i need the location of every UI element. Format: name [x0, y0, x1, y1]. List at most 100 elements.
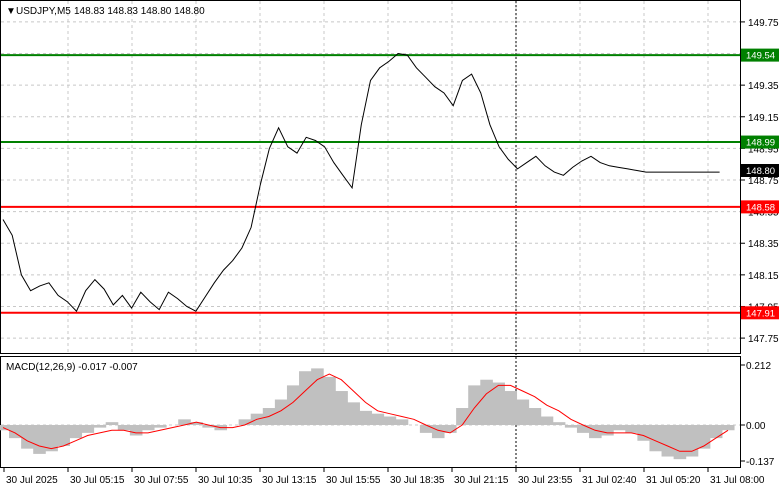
current-price-tag: 148.80 — [741, 164, 779, 177]
price-tick-label: 147.75 — [748, 334, 779, 345]
macd-bar — [33, 425, 46, 454]
macd-bar — [238, 419, 252, 425]
macd-bar — [0, 425, 10, 431]
macd-bar — [371, 413, 385, 425]
level-tag-bg — [741, 135, 779, 149]
time-tick-label: 30 Jul 21:15 — [454, 475, 509, 486]
macd-bar — [359, 410, 373, 425]
macd-bar — [613, 425, 626, 431]
price-tick-label: 149.35 — [748, 81, 779, 92]
level-tag-bg — [741, 200, 779, 214]
macd-bar — [601, 425, 614, 436]
macd-bar — [649, 425, 663, 452]
macd-bar — [178, 419, 191, 425]
macd-bar — [347, 402, 360, 425]
macd-bar — [576, 425, 590, 433]
macd-bar — [81, 425, 95, 433]
price-tick-label: 149.15 — [748, 113, 779, 124]
time-tick-label: 31 Jul 05:20 — [646, 475, 701, 486]
macd-tick-min: -0.137 — [746, 457, 775, 468]
macd-bar — [419, 425, 433, 433]
time-tick-label: 31 Jul 08:00 — [710, 475, 765, 486]
macd-bar — [673, 425, 687, 460]
macd-bar — [516, 399, 530, 425]
macd-bar — [721, 425, 735, 431]
macd-bar — [456, 408, 469, 425]
price-axis[interactable]: 149.75149.55149.35149.15148.95148.75148.… — [741, 18, 779, 345]
macd-bar — [383, 416, 397, 425]
macd-bar — [697, 425, 711, 449]
macd-bar — [431, 425, 445, 439]
time-tick-label: 30 Jul 07:55 — [134, 475, 189, 486]
level-tag-label: 148.58 — [746, 202, 775, 213]
macd-bar — [57, 425, 70, 447]
macd-bar — [335, 391, 348, 425]
time-tick-label: 30 Jul 2025 — [6, 475, 58, 486]
price-tick-label: 148.75 — [748, 176, 779, 187]
macd-bar — [93, 425, 107, 428]
macd-bar — [105, 422, 119, 425]
time-axis[interactable]: 30 Jul 2025 30 Jul 05:15 30 Jul 07:55 30 Ju… — [3, 467, 765, 486]
price-tick-label: 149.75 — [748, 18, 779, 29]
macd-bar — [154, 425, 167, 428]
macd-bar — [141, 425, 155, 431]
time-tick-label: 30 Jul 23:55 — [518, 475, 573, 486]
price-tick-label: 148.15 — [748, 271, 779, 282]
time-tick-label: 30 Jul 10:35 — [198, 475, 253, 486]
time-tick-label: 30 Jul 05:15 — [70, 475, 125, 486]
macd-bar — [685, 425, 699, 457]
macd-bar — [323, 376, 336, 425]
macd-bar — [480, 379, 493, 425]
price-pane[interactable] — [0, 0, 741, 354]
macd-bar — [709, 425, 723, 439]
macd-bar — [117, 425, 131, 431]
macd-bar — [202, 425, 215, 428]
level-tag-label: 149.54 — [746, 51, 775, 62]
macd-bar — [286, 385, 300, 425]
support-resistance-levels — [1, 54, 740, 314]
level-tag-label: 148.99 — [746, 138, 775, 149]
macd-bar — [45, 425, 58, 452]
level-tag-bg — [741, 306, 779, 320]
price-tick-label: 148.35 — [748, 239, 779, 250]
header-symbol: USDJPY,M5 — [16, 6, 71, 17]
macd-bar — [637, 425, 650, 441]
macd-bar — [552, 422, 566, 425]
macd-bar — [190, 422, 203, 425]
macd-bar — [492, 382, 505, 425]
level-tags: 149.54 148.99 148.58 147.91 — [741, 48, 779, 320]
svg-text:148.80: 148.80 — [746, 166, 775, 177]
macd-bar — [504, 391, 518, 425]
macd-bar — [468, 385, 481, 425]
macd-bar — [395, 419, 409, 425]
macd-axis[interactable]: 0.212 0.00 -0.137 — [741, 361, 775, 468]
macd-bar — [589, 425, 602, 439]
time-tick-label: 30 Jul 15:55 — [326, 475, 381, 486]
macd-signal-line — [2, 373, 729, 452]
level-tag-label: 147.91 — [746, 308, 775, 319]
macd-bar — [274, 399, 288, 425]
macd-bar — [540, 416, 554, 425]
macd-bar — [311, 368, 324, 425]
header-arrow-icon[interactable]: ▼ — [6, 6, 16, 17]
macd-label: MACD(12,26,9) -0.017 -0.007 — [6, 362, 138, 373]
macd-bar — [21, 425, 34, 449]
macd-bar — [444, 425, 457, 433]
macd-bar — [69, 425, 83, 439]
macd-bar — [528, 408, 542, 425]
time-tick-label: 30 Jul 18:35 — [390, 475, 445, 486]
macd-tick-max: 0.212 — [746, 361, 771, 372]
macd-tick-zero: 0.00 — [746, 421, 766, 432]
time-tick-label: 31 Jul 02:40 — [582, 475, 637, 486]
level-tag-bg — [741, 48, 779, 62]
header-ohlc: 148.83 148.83 148.80 148.80 — [74, 6, 205, 17]
macd-bar — [129, 425, 143, 436]
macd-bar — [625, 425, 638, 433]
macd-bar — [299, 371, 312, 425]
macd-bar — [564, 425, 578, 428]
time-tick-label: 30 Jul 13:15 — [262, 475, 317, 486]
macd-bar — [661, 425, 675, 457]
price-line — [2, 52, 720, 313]
price-tick-label: 148.95 — [748, 144, 779, 155]
